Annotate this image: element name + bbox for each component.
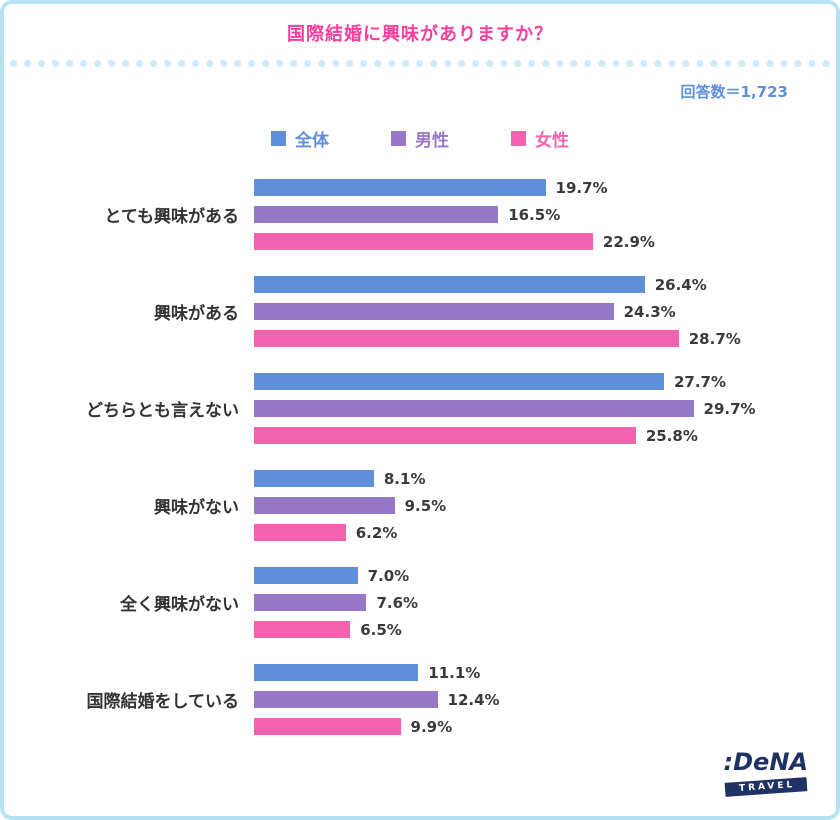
bar-value: 6.2% bbox=[355, 523, 398, 542]
bar-value: 28.7% bbox=[688, 329, 741, 348]
bar-value: 6.5% bbox=[360, 620, 402, 639]
category-group: 全く興味がない 7.0% 7.6% 6.5% bbox=[4, 566, 836, 639]
bar-male bbox=[254, 594, 367, 611]
bar-row-male: 9.5% bbox=[254, 496, 836, 515]
legend-item-male: 男性 bbox=[391, 126, 449, 151]
bar-rows: 19.7% 16.5% 22.9% bbox=[254, 178, 836, 251]
bar-row-all: 8.1% bbox=[254, 469, 836, 488]
bar-row-female: 6.5% bbox=[254, 620, 836, 639]
bar-row-female: 22.9% bbox=[254, 232, 836, 251]
legend-label-all: 全体 bbox=[295, 131, 329, 151]
bar-row-male: 24.3% bbox=[254, 302, 836, 321]
bar-value: 26.4% bbox=[654, 275, 707, 294]
bar-all bbox=[254, 179, 546, 196]
bar-rows: 11.1% 12.4% 9.9% bbox=[254, 663, 836, 736]
legend-swatch-female bbox=[511, 131, 526, 146]
bar-female bbox=[254, 524, 346, 541]
bar-rows: 27.7% 29.7% 25.8% bbox=[254, 372, 836, 445]
bar-value: 19.7% bbox=[555, 178, 608, 197]
travel-badge: TRAVEL bbox=[724, 777, 808, 797]
dotted-separator bbox=[10, 60, 830, 67]
dena-logo-text: :DeNA bbox=[723, 748, 808, 776]
bar-female bbox=[254, 233, 593, 250]
category-label: どちらとも言えない bbox=[86, 401, 239, 421]
bar-value: 27.7% bbox=[673, 372, 726, 391]
bar-row-male: 16.5% bbox=[254, 205, 836, 224]
bar-female bbox=[254, 718, 401, 735]
category-label: 国際結婚をしている bbox=[86, 692, 240, 712]
bar-rows: 26.4% 24.3% 28.7% bbox=[254, 275, 836, 348]
bar-male bbox=[254, 303, 614, 320]
bar-value: 8.1% bbox=[383, 469, 426, 488]
bar-row-male: 12.4% bbox=[254, 690, 836, 709]
category-group: とても興味がある 19.7% 16.5% 22.9% bbox=[4, 178, 836, 251]
bar-all bbox=[254, 373, 664, 390]
legend-label-male: 男性 bbox=[415, 131, 449, 151]
bar-female bbox=[254, 621, 351, 638]
bar-male bbox=[254, 497, 395, 514]
category-group: 興味がある 26.4% 24.3% 28.7% bbox=[4, 275, 836, 348]
bar-value: 12.4% bbox=[447, 690, 500, 709]
category-group: どちらとも言えない 27.7% 29.7% 25.8% bbox=[4, 372, 836, 445]
bar-chart: とても興味がある 19.7% 16.5% 22.9% 興味がある 26.4% 24.3% 28… bbox=[4, 178, 836, 736]
bar-value: 25.8% bbox=[645, 426, 698, 445]
bar-row-all: 7.0% bbox=[254, 566, 836, 585]
bar-row-all: 19.7% bbox=[254, 178, 836, 197]
bar-row-all: 27.7% bbox=[254, 372, 836, 391]
bar-male bbox=[254, 400, 694, 417]
bar-row-all: 11.1% bbox=[254, 663, 836, 682]
bar-row-female: 28.7% bbox=[254, 329, 836, 348]
bar-row-male: 7.6% bbox=[254, 593, 836, 612]
legend-item-all: 全体 bbox=[271, 126, 329, 151]
legend-swatch-male bbox=[391, 131, 406, 146]
bar-row-female: 9.9% bbox=[254, 717, 836, 736]
bar-all bbox=[254, 470, 374, 487]
legend-label-female: 女性 bbox=[535, 131, 569, 151]
bar-value: 9.5% bbox=[404, 496, 447, 515]
bar-rows: 8.1% 9.5% 6.2% bbox=[254, 469, 836, 542]
bar-value: 11.1% bbox=[428, 663, 481, 682]
respondent-count: 回答数＝1,723 bbox=[680, 83, 788, 101]
category-label: 興味がある bbox=[154, 304, 239, 324]
bar-value: 22.9% bbox=[602, 232, 655, 251]
bar-value: 24.3% bbox=[623, 302, 676, 321]
category-group: 国際結婚をしている 11.1% 12.4% 9.9% bbox=[4, 663, 836, 736]
category-label: 興味がない bbox=[154, 498, 239, 518]
bar-value: 7.0% bbox=[367, 566, 410, 585]
bar-rows: 7.0% 7.6% 6.5% bbox=[254, 566, 836, 639]
bar-value: 29.7% bbox=[703, 399, 756, 418]
bar-row-all: 26.4% bbox=[254, 275, 836, 294]
legend-swatch-all bbox=[271, 131, 286, 146]
bar-value: 7.6% bbox=[376, 593, 419, 612]
bar-female bbox=[254, 330, 679, 347]
chart-legend: 全体 男性 女性 bbox=[4, 126, 836, 151]
category-label: 全く興味がない bbox=[120, 595, 239, 615]
bar-male bbox=[254, 206, 499, 223]
page-title: 国際結婚に興味がありますか？ bbox=[287, 24, 553, 45]
bar-row-male: 29.7% bbox=[254, 399, 836, 418]
category-group: 興味がない 8.1% 9.5% 6.2% bbox=[4, 469, 836, 542]
bar-value: 9.9% bbox=[410, 717, 453, 736]
bar-all bbox=[254, 664, 419, 681]
category-label: とても興味がある bbox=[104, 207, 239, 227]
bar-value: 16.5% bbox=[508, 205, 561, 224]
dena-travel-logo: :DeNA TRAVEL bbox=[723, 748, 808, 797]
bar-all bbox=[254, 276, 645, 293]
bar-female bbox=[254, 427, 636, 444]
legend-item-female: 女性 bbox=[511, 126, 569, 151]
bar-all bbox=[254, 567, 358, 584]
bar-male bbox=[254, 691, 438, 708]
bar-row-female: 6.2% bbox=[254, 523, 836, 542]
bar-row-female: 25.8% bbox=[254, 426, 836, 445]
